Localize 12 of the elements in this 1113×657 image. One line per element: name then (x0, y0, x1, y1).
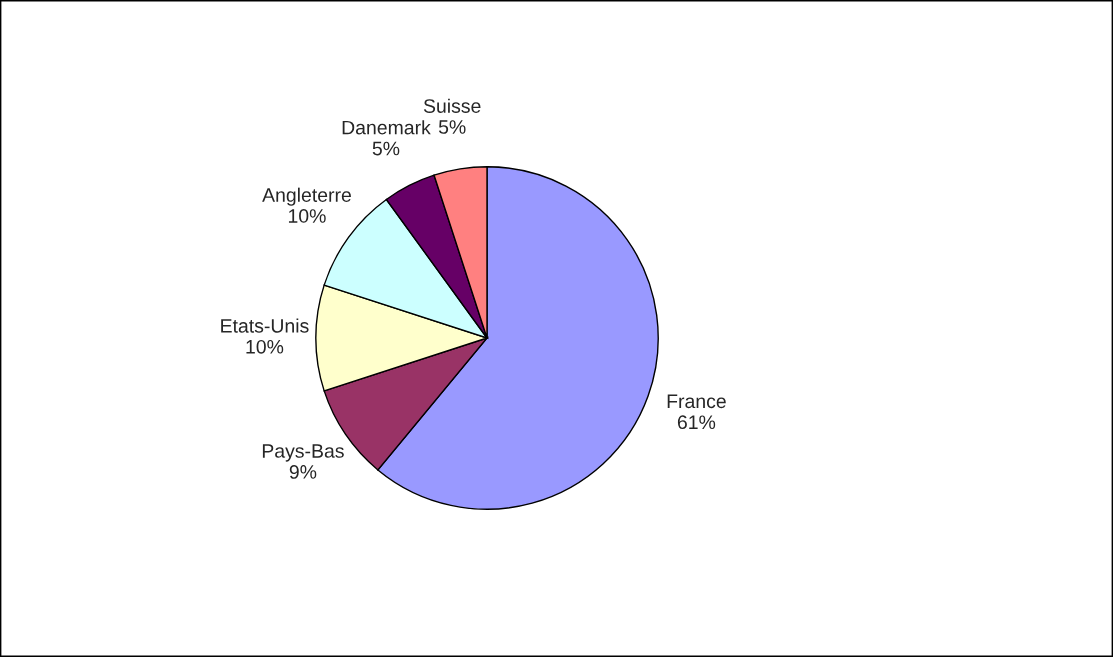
slice-label: Pays-Bas (262, 444, 344, 462)
slice-label: France (667, 394, 726, 409)
slice-label: Angleterre (262, 187, 351, 206)
slice-label: Etats-Unis (221, 318, 309, 333)
data-label: 10% (288, 209, 326, 223)
data-label: 61% (677, 415, 716, 430)
data-label: 10% (246, 339, 284, 354)
data-label: 9% (289, 465, 317, 479)
data-label: 5% (438, 120, 466, 134)
slice-label: Suisse (423, 98, 481, 113)
data-label: 5% (372, 141, 400, 156)
slice-label: Danemark (342, 120, 431, 135)
